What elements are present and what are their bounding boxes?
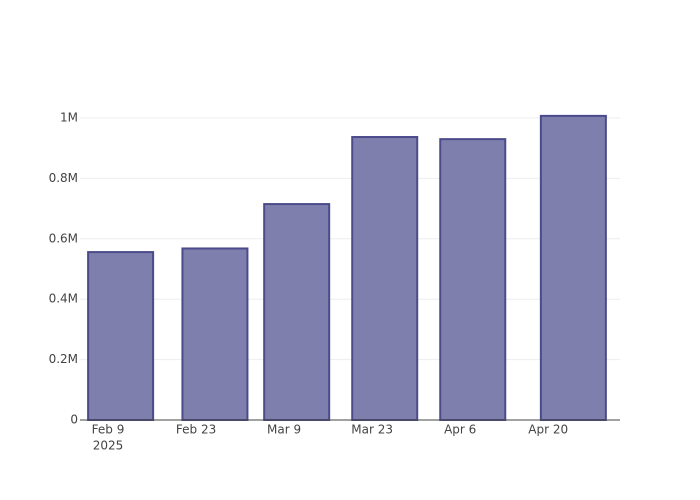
bar [439,138,507,421]
x-year-label: 2025 [93,439,124,453]
x-tick-label: Mar 9 [267,423,301,437]
x-tick-label: Feb 9 [92,423,125,437]
y-tick-label: 1M [60,110,78,124]
x-tick-label: Feb 23 [176,423,216,437]
y-tick-label: 0.2M [49,352,78,366]
y-tick-label: 0 [70,413,78,427]
bar [181,247,249,421]
y-tick-label: 0.6M [49,231,78,245]
x-tick-label: Mar 23 [351,423,393,437]
bar [539,114,607,421]
y-tick-label: 0.4M [49,292,78,306]
y-tick-label: 0.8M [49,171,78,185]
bar [87,251,155,421]
x-tick-label: Apr 20 [528,423,568,437]
bar [351,136,419,421]
x-tick-label: Apr 6 [444,423,476,437]
bar [263,203,331,421]
